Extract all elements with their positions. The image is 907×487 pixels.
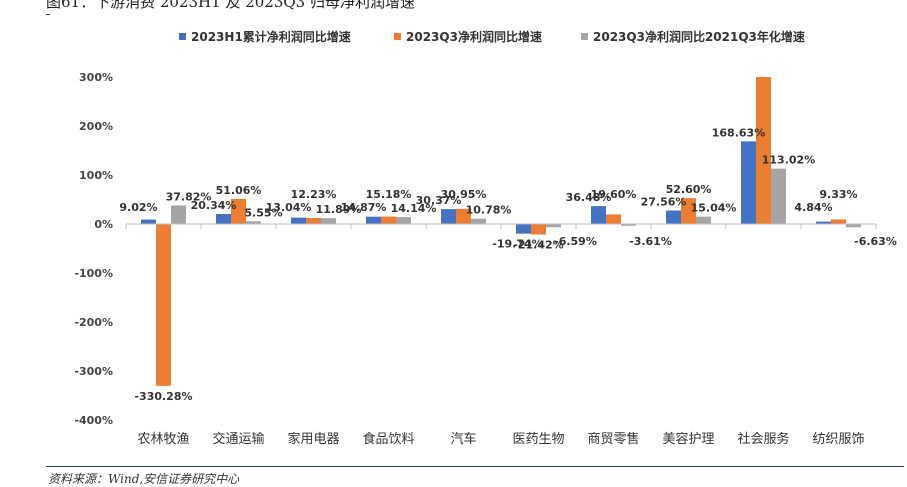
bar xyxy=(531,224,546,235)
bar xyxy=(771,168,786,224)
x-category-label: 商贸零售 xyxy=(587,431,639,447)
x-category-label: 美容护理 xyxy=(662,431,714,447)
data-label: 13.04% xyxy=(266,201,312,214)
bar xyxy=(441,209,456,224)
bar xyxy=(231,198,246,224)
data-label: 30.95% xyxy=(441,188,487,201)
x-category-label: 社会服务 xyxy=(737,431,789,447)
chart-legend: 2023H1累计净利润同比增速 2023Q3净利润同比增速 2023Q3净利润同… xyxy=(0,28,907,48)
legend-item-q3: 2023Q3净利润同比增速 xyxy=(394,28,542,45)
y-tick-label: -100% xyxy=(74,267,113,280)
data-label: 5.55% xyxy=(244,206,282,219)
legend-swatch-annualized xyxy=(581,33,588,40)
x-category-label: 纺织服饰 xyxy=(812,432,864,447)
source-note: 资料来源：Wind,安信证券研究中心 xyxy=(48,472,240,486)
x-category-label: 交通运输 xyxy=(212,431,264,447)
data-label: 15.04% xyxy=(691,202,737,215)
data-label: 4.84% xyxy=(794,201,832,214)
data-label: -3.61% xyxy=(629,235,672,248)
data-label: 10.78% xyxy=(466,204,512,217)
data-label: -21.42% xyxy=(513,238,563,251)
legend-swatch-h1 xyxy=(179,33,186,40)
bar xyxy=(816,221,831,224)
bar xyxy=(606,214,621,224)
data-label: 52.60% xyxy=(666,183,712,196)
bar xyxy=(171,205,186,224)
x-category-label: 汽车 xyxy=(450,431,476,447)
bar xyxy=(291,217,306,224)
bar xyxy=(681,198,696,224)
bar xyxy=(591,206,606,224)
data-label: 19.60% xyxy=(591,188,637,201)
y-tick-label: 0% xyxy=(94,218,113,231)
bar xyxy=(756,77,771,224)
data-label: -6.59% xyxy=(554,235,597,248)
bar xyxy=(381,216,396,224)
bar xyxy=(471,218,486,224)
data-label: 51.06% xyxy=(216,184,262,197)
bar xyxy=(216,214,231,224)
data-label: 14.87% xyxy=(341,201,387,214)
data-label: 37.82% xyxy=(166,190,212,203)
bar xyxy=(396,217,411,224)
data-label: 14.14% xyxy=(391,202,437,215)
data-label: 15.18% xyxy=(366,188,412,201)
legend-item-h1: 2023H1累计净利润同比增速 xyxy=(179,28,351,45)
legend-swatch-q3 xyxy=(394,33,401,40)
x-category-label: 食品饮料 xyxy=(362,431,414,447)
y-tick-label: -400% xyxy=(74,414,113,427)
bar xyxy=(141,219,156,224)
y-tick-label: 300% xyxy=(79,71,113,84)
bottom-rule xyxy=(46,466,904,467)
data-label: -19.74% xyxy=(492,238,542,251)
x-category-label: 农林牧渔 xyxy=(137,432,189,447)
data-label: 11.89% xyxy=(316,203,362,216)
bar xyxy=(516,224,531,234)
x-category-label: 家用电器 xyxy=(287,431,339,447)
bar xyxy=(321,218,336,224)
data-label: -6.63% xyxy=(854,235,897,248)
bar xyxy=(741,141,756,224)
data-label: 9.02% xyxy=(119,201,157,214)
data-label: 36.48% xyxy=(566,191,612,204)
data-label: 27.56% xyxy=(641,195,687,208)
bar xyxy=(831,219,846,224)
data-label: 30.37% xyxy=(416,194,462,207)
data-label: 20.34% xyxy=(191,199,237,212)
figure-title: 图61：下游消费 2023H1 及 2023Q3 归母净利润增速 xyxy=(46,0,415,11)
y-tick-label: 100% xyxy=(79,169,113,182)
bar xyxy=(696,216,711,224)
y-tick-label: 200% xyxy=(79,120,113,133)
y-tick-label: -300% xyxy=(74,365,113,378)
bar xyxy=(456,208,471,224)
bar xyxy=(846,224,861,228)
bar xyxy=(156,224,171,386)
data-label: 168.63% xyxy=(712,126,765,139)
data-label: 113.02% xyxy=(762,154,815,167)
y-tick-label: -200% xyxy=(74,316,113,329)
bar xyxy=(366,216,381,224)
legend-label-annualized: 2023Q3净利润同比2021Q3年化增速 xyxy=(593,30,805,44)
bar xyxy=(666,210,681,224)
legend-label-q3: 2023Q3净利润同比增速 xyxy=(406,30,542,44)
bar xyxy=(306,218,321,224)
title-rule xyxy=(46,14,50,15)
legend-label-h1: 2023H1累计净利润同比增速 xyxy=(191,30,351,44)
bar xyxy=(246,221,261,224)
bar xyxy=(621,224,636,226)
data-label: -330.28% xyxy=(134,390,192,403)
data-label: 12.23% xyxy=(291,188,337,201)
x-category-label: 医药生物 xyxy=(512,432,564,447)
data-label: 9.33% xyxy=(819,188,857,201)
bar xyxy=(546,224,561,228)
legend-item-annualized: 2023Q3净利润同比2021Q3年化增速 xyxy=(581,28,805,45)
